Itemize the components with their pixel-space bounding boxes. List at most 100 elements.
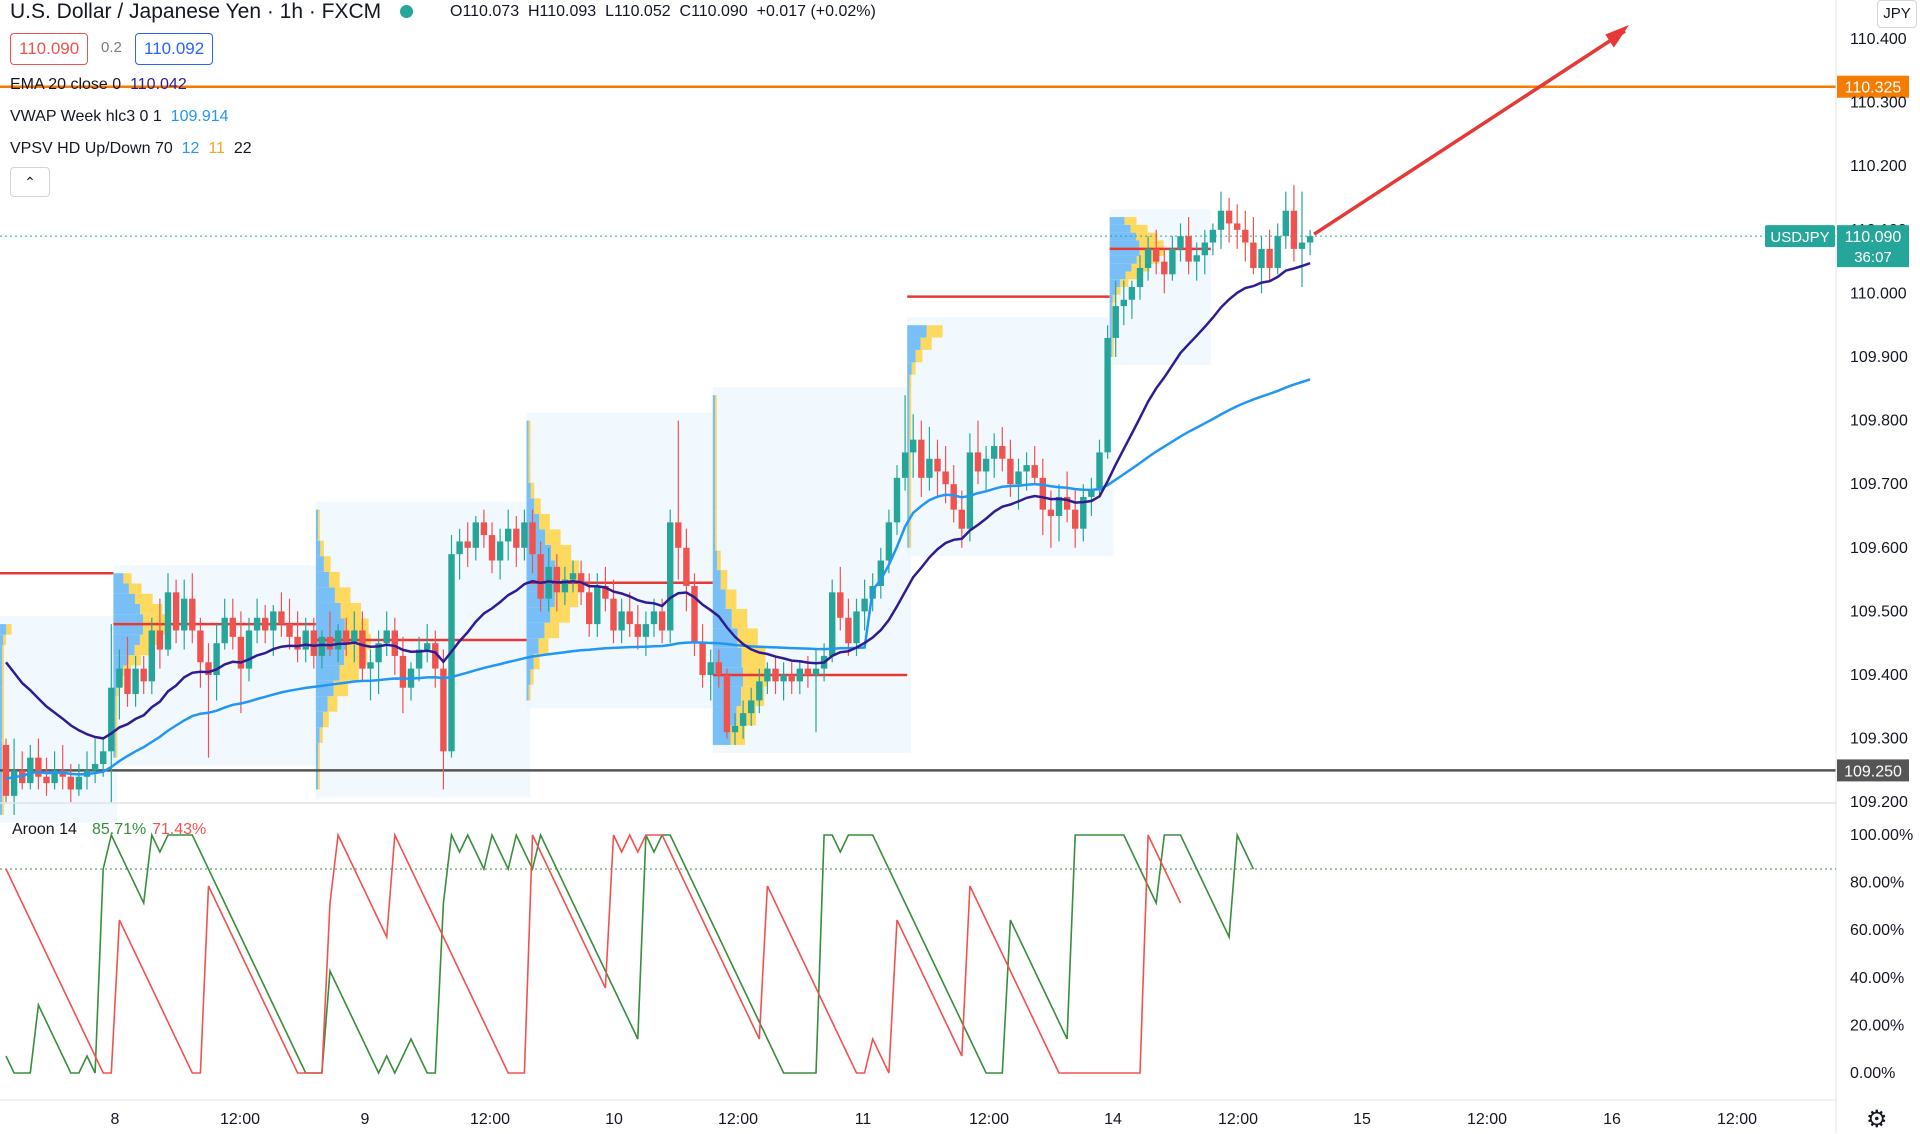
collapse-legend-button[interactable]: ⌃ xyxy=(10,167,50,197)
profile-down-bar xyxy=(909,424,912,437)
profile-up-bar xyxy=(0,666,3,678)
candle xyxy=(756,668,763,714)
candle xyxy=(1290,185,1298,262)
candle-body xyxy=(1072,509,1079,529)
ema-legend[interactable]: EMA 20 close 0 110.042 xyxy=(10,76,187,94)
candle-body xyxy=(723,675,731,733)
profile-up-bar xyxy=(1109,318,1112,326)
candle xyxy=(877,547,884,599)
candle-body xyxy=(618,611,625,631)
vwap-legend[interactable]: VWAP Week hlc3 0 1 109.914 xyxy=(10,108,229,126)
candle-body xyxy=(326,636,334,650)
profile-down-bar xyxy=(715,531,717,551)
profile-down-bar xyxy=(731,608,748,629)
profile-up-bar xyxy=(0,677,3,688)
candle xyxy=(480,509,488,548)
chart-title: U.S. Dollar / Japanese Yen · 1h · FXCM xyxy=(10,0,382,23)
candle-body xyxy=(1080,496,1087,529)
candle-body xyxy=(1201,242,1208,256)
candle xyxy=(545,547,552,612)
candle xyxy=(318,630,326,669)
candle xyxy=(1096,439,1103,497)
profile-up-bar xyxy=(0,655,3,667)
profile-down-bar xyxy=(545,529,561,545)
profile-up-bar xyxy=(113,675,119,686)
currency-unit-button[interactable]: JPY xyxy=(1877,0,1917,28)
candle-body xyxy=(529,522,536,555)
candle xyxy=(1063,471,1071,523)
candle xyxy=(2,738,10,803)
candle-body xyxy=(691,585,698,644)
candle xyxy=(1242,210,1249,262)
profile-down-bar xyxy=(533,653,540,670)
candle xyxy=(464,522,471,567)
candle xyxy=(999,426,1006,472)
profile-down-bar xyxy=(534,498,541,514)
candle-body xyxy=(1055,496,1063,516)
candle xyxy=(675,420,682,580)
profile-down-bar xyxy=(115,726,118,738)
profile-down-bar xyxy=(743,667,768,687)
candle-body xyxy=(918,439,925,478)
profile-up-bar xyxy=(315,665,340,681)
candle-body xyxy=(772,668,779,682)
candle-body xyxy=(675,522,682,548)
sell-price-button[interactable]: 110.090 xyxy=(10,33,89,65)
candle xyxy=(302,617,309,663)
profile-up-bar xyxy=(526,622,545,639)
profile-up-bar xyxy=(712,472,715,493)
profile-down-bar xyxy=(550,607,570,623)
profile-down-bar xyxy=(3,634,7,646)
candle-body xyxy=(626,611,633,625)
profile-up-bar xyxy=(113,747,116,758)
candle xyxy=(343,617,350,656)
candle-body xyxy=(885,522,893,561)
candle xyxy=(286,598,293,650)
profile-up-bar xyxy=(0,804,3,815)
profile-down-bar xyxy=(909,498,912,511)
gear-icon[interactable]: ⚙ xyxy=(1866,1106,1888,1133)
candle-body xyxy=(537,554,544,599)
candle-body xyxy=(415,649,423,669)
profile-up-bar xyxy=(0,698,3,709)
candle-body xyxy=(950,484,957,510)
candle xyxy=(804,655,812,688)
price-tick-label: 110.000 xyxy=(1850,285,1907,302)
candle-body xyxy=(521,522,528,548)
time-tick-label: 16 xyxy=(1603,1111,1621,1128)
profile-up-bar xyxy=(0,751,3,762)
profile-down-bar xyxy=(715,434,717,454)
profile-down-bar xyxy=(717,550,721,571)
profile-down-bar xyxy=(128,655,141,666)
profile-down-bar xyxy=(528,420,531,437)
profile-up-bar xyxy=(526,467,529,483)
profile-up-bar xyxy=(0,687,3,699)
profile-up-bar xyxy=(315,758,319,774)
candle-body xyxy=(1063,496,1071,510)
candle-body xyxy=(934,458,941,472)
vpsv-legend[interactable]: VPSV HD Up/Down 70 12 11 22 xyxy=(10,140,252,158)
ohlc-readout: O110.073 H110.093 L110.052 C110.090 +0.0… xyxy=(450,3,876,21)
profile-down-bar xyxy=(1112,294,1116,303)
candle xyxy=(488,522,496,574)
profile-up-bar xyxy=(907,349,916,363)
candle-body xyxy=(982,458,990,472)
buy-price-button[interactable]: 110.092 xyxy=(135,33,214,65)
candle xyxy=(1007,439,1014,497)
profile-down-bar xyxy=(140,603,163,615)
profile-down-bar xyxy=(2,687,4,699)
profile-down-bar xyxy=(530,482,535,499)
candle-body xyxy=(1144,248,1152,268)
last-price-label-bg xyxy=(1837,225,1909,268)
candle xyxy=(496,528,504,580)
candle-body xyxy=(432,643,439,669)
candle-body xyxy=(1088,490,1095,497)
candle-body xyxy=(318,636,326,656)
candle xyxy=(1161,248,1168,294)
profile-up-bar xyxy=(1109,333,1112,342)
profile-up-bar xyxy=(712,414,715,435)
candle xyxy=(594,573,601,637)
candle-body xyxy=(205,662,212,675)
